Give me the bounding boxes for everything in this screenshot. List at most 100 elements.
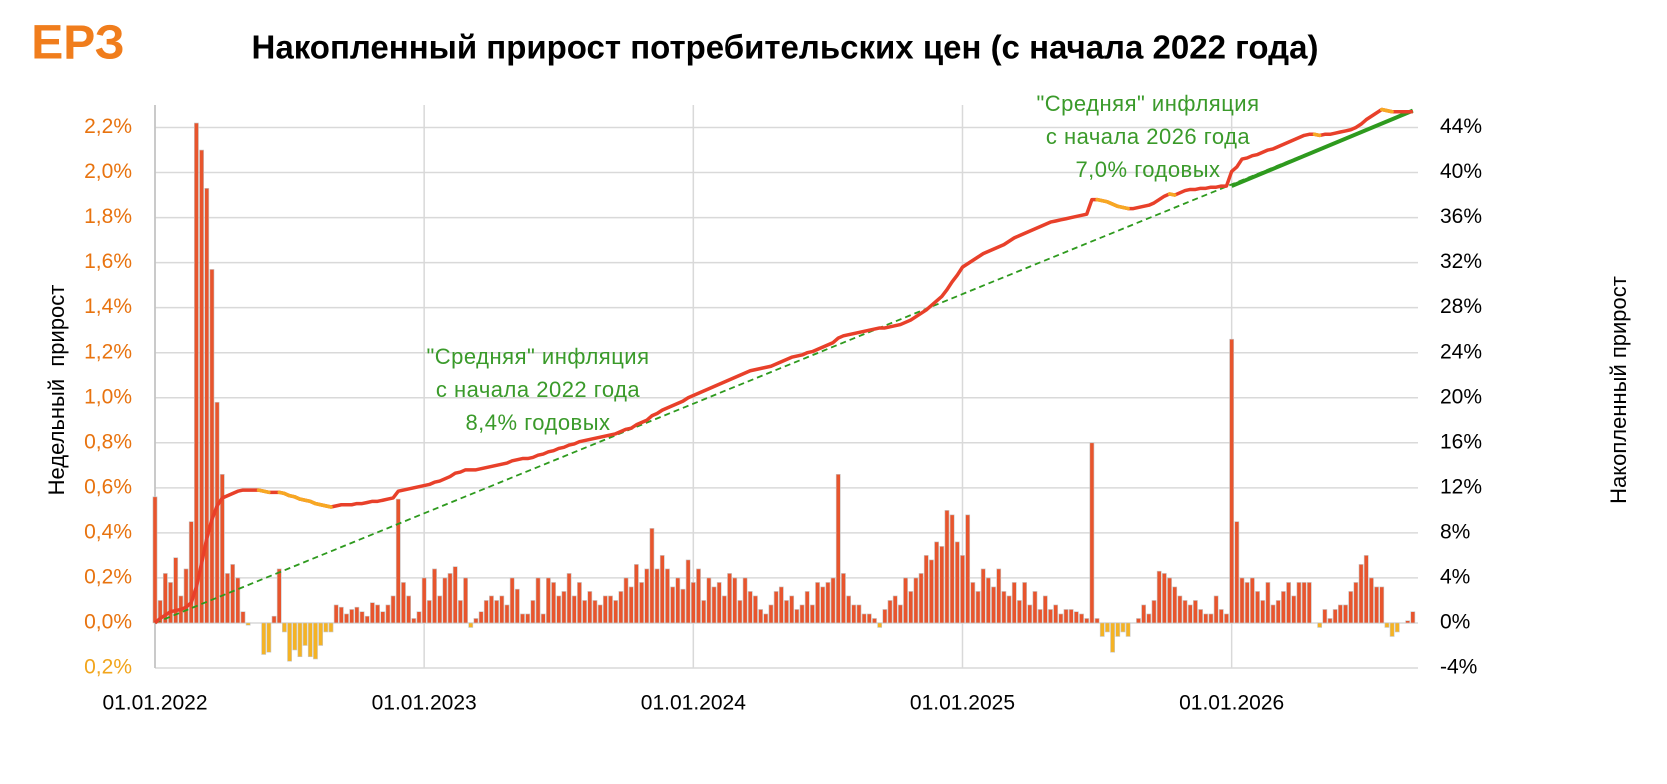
x-tick-label: 01.01.2023 <box>372 692 477 715</box>
bar <box>1073 611 1079 624</box>
bar <box>1213 595 1219 624</box>
bar <box>711 586 717 624</box>
bar <box>230 564 236 624</box>
bar <box>307 622 313 658</box>
bar <box>592 600 598 624</box>
bar <box>608 595 613 624</box>
bar <box>1358 564 1364 624</box>
bar <box>949 514 955 624</box>
bar <box>1141 604 1147 624</box>
bar <box>1337 604 1343 624</box>
x-tick-label: 01.01.2024 <box>641 692 746 715</box>
bar <box>1389 622 1395 637</box>
bar <box>1296 582 1302 624</box>
bar <box>830 577 836 624</box>
y-tick-label: 0,8% <box>84 430 132 453</box>
bar <box>561 591 567 624</box>
bar <box>1281 591 1286 624</box>
y2-tick-label: 28% <box>1440 295 1482 318</box>
bar <box>577 582 582 624</box>
bar <box>841 573 846 624</box>
bar <box>1291 595 1297 624</box>
bar <box>1027 604 1033 624</box>
bar <box>199 149 204 624</box>
bar <box>634 564 639 624</box>
bar <box>1229 338 1235 624</box>
bar <box>877 622 883 628</box>
bar <box>1022 582 1027 624</box>
bar <box>1058 613 1064 624</box>
bar <box>898 604 903 624</box>
bar <box>421 577 427 624</box>
bar <box>1374 586 1379 624</box>
y2-tick-label: 44% <box>1440 115 1482 138</box>
bar <box>866 613 872 624</box>
bar <box>825 582 831 624</box>
bar <box>1322 609 1328 624</box>
bar <box>1089 442 1095 624</box>
bar <box>209 269 215 624</box>
bar <box>1301 582 1307 624</box>
bar <box>639 582 644 624</box>
bar <box>810 604 815 624</box>
bar <box>1260 600 1266 624</box>
bar <box>1053 604 1059 624</box>
y2-tick-label: 0% <box>1440 611 1470 634</box>
bar <box>965 514 971 624</box>
bar <box>799 604 805 624</box>
bar <box>297 622 303 658</box>
bar <box>525 613 531 624</box>
bar <box>685 559 691 624</box>
bar <box>918 573 924 624</box>
bar <box>934 541 939 624</box>
bar <box>426 600 432 624</box>
bar <box>266 622 272 653</box>
bar <box>323 622 329 633</box>
bar <box>390 595 396 624</box>
bar <box>1079 613 1084 624</box>
bar <box>1156 570 1162 624</box>
bar <box>665 568 670 624</box>
bar <box>494 600 500 624</box>
y2-tick-label: 16% <box>1440 430 1482 453</box>
bar <box>468 622 474 628</box>
bar <box>416 611 422 624</box>
bar <box>882 609 888 624</box>
bar <box>359 611 365 624</box>
bar <box>535 577 541 624</box>
annotation: с начала 2026 года <box>1046 124 1251 149</box>
bar <box>794 609 800 624</box>
bar <box>1218 609 1224 624</box>
bar <box>380 611 386 624</box>
bar <box>520 613 525 624</box>
bar <box>566 573 572 624</box>
bar <box>509 577 515 624</box>
bar <box>737 600 743 624</box>
bar <box>1379 586 1385 624</box>
bar <box>1384 622 1390 628</box>
bar <box>747 591 753 624</box>
bar <box>815 582 820 624</box>
bar <box>1084 618 1090 624</box>
bar <box>722 595 727 624</box>
bar <box>1011 582 1017 624</box>
bar <box>1187 604 1193 624</box>
bar <box>1167 577 1172 624</box>
annotation: "Средняя" инфляция <box>1036 91 1259 116</box>
bar <box>442 577 448 624</box>
bar <box>240 611 246 624</box>
y2-tick-label: 40% <box>1440 160 1482 183</box>
bar <box>473 618 479 624</box>
x-tick-label: 01.01.2026 <box>1179 692 1284 715</box>
bar <box>271 615 277 624</box>
bar <box>582 600 587 624</box>
y-tick-label: 0,2% <box>84 656 132 679</box>
bar <box>597 604 603 624</box>
bar <box>991 586 996 624</box>
bar <box>1317 622 1323 628</box>
bar <box>856 604 862 624</box>
bar <box>1270 604 1276 624</box>
bar <box>1001 591 1007 624</box>
annotation: 7,0% годовых <box>1075 157 1220 182</box>
y2-tick-label: 4% <box>1440 565 1470 588</box>
